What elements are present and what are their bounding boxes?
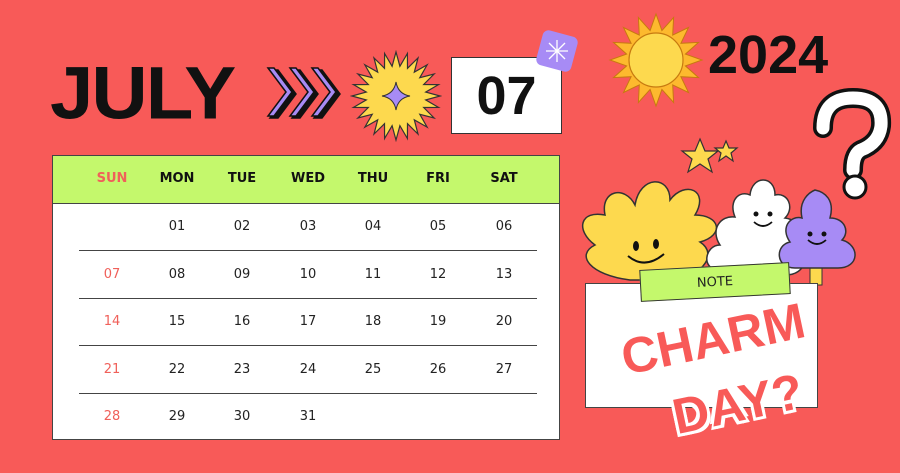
smiley-cloud-tree-icon <box>706 179 856 286</box>
day-cell[interactable]: 08 <box>168 266 186 282</box>
weekday-wed: WED <box>290 171 325 186</box>
day-cell[interactable]: 28 <box>103 409 121 424</box>
note-card <box>585 283 818 408</box>
day-cell[interactable]: 10 <box>299 266 317 282</box>
row-divider <box>79 250 537 251</box>
day-cell[interactable]: 16 <box>233 314 251 329</box>
day-cell[interactable]: 09 <box>233 266 251 282</box>
smiley-flower-icon <box>581 181 718 281</box>
day-cell[interactable]: 03 <box>299 219 317 234</box>
day-cell[interactable]: 06 <box>495 219 513 234</box>
row-divider <box>79 297 537 299</box>
star-icon <box>680 137 739 174</box>
month-title: JULY <box>50 51 236 135</box>
day-cell[interactable]: 14 <box>103 314 121 329</box>
weekday-mon: MON <box>159 171 195 186</box>
day-cell[interactable]: 07 <box>103 266 121 282</box>
day-cell[interactable]: 25 <box>364 361 382 377</box>
sun-icon <box>608 12 704 108</box>
day-cell[interactable]: 19 <box>429 314 447 329</box>
triple-arrow-icon <box>266 67 341 119</box>
weekday-header: SUN MON TUE WED THU FRI SAT <box>53 156 559 204</box>
day-cell[interactable]: 11 <box>364 266 382 282</box>
row-divider <box>79 345 537 346</box>
weekday-thu: THU <box>357 171 389 186</box>
day-cell[interactable]: 01 <box>168 219 186 234</box>
day-cell[interactable]: 23 <box>233 361 251 377</box>
day-cell[interactable]: 31 <box>299 409 317 424</box>
row-divider <box>79 392 537 394</box>
day-cell[interactable]: 17 <box>299 314 317 329</box>
sunburst-sparkle-icon <box>350 50 442 142</box>
day-cell[interactable]: 30 <box>233 409 251 424</box>
day-cell[interactable]: 29 <box>168 409 186 424</box>
day-cell[interactable]: 12 <box>429 266 447 282</box>
day-cell[interactable]: 15 <box>168 314 186 329</box>
month-number-box: 07 <box>451 57 562 134</box>
day-cell[interactable]: 21 <box>103 361 121 377</box>
weekday-sun: SUN <box>96 171 128 186</box>
day-cell[interactable]: 24 <box>299 361 317 377</box>
sparkle-sticker-icon <box>536 30 578 72</box>
question-mark-icon <box>813 88 892 200</box>
day-cell[interactable]: 05 <box>429 219 447 234</box>
characters-illustration <box>581 179 856 286</box>
calendar-grid: SUN MON TUE WED THU FRI SAT 01 02 03 04 05 06 07 08 09… <box>52 155 560 440</box>
day-cell[interactable]: 27 <box>495 361 513 377</box>
day-cell[interactable]: 13 <box>495 266 513 282</box>
weekday-sat: SAT <box>490 171 518 186</box>
weekday-fri: FRI <box>426 171 450 186</box>
day-cell[interactable]: 04 <box>364 219 382 234</box>
day-cell[interactable]: 20 <box>495 314 513 329</box>
day-cell[interactable]: 18 <box>364 314 382 329</box>
day-cell[interactable]: 22 <box>168 361 186 377</box>
year-title: 2024 <box>708 25 829 85</box>
day-cell[interactable]: 02 <box>233 219 251 234</box>
day-cell[interactable]: 26 <box>429 361 447 377</box>
weekday-tue: TUE <box>227 171 257 186</box>
